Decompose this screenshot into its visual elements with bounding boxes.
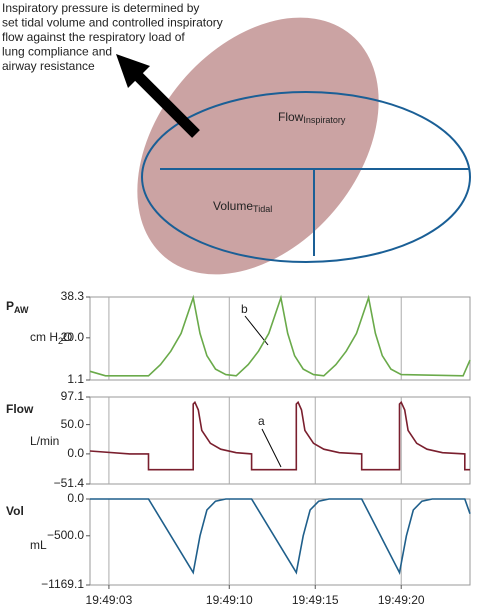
annotation-line: airway resistance bbox=[2, 59, 95, 73]
y-tick-label: 1.1 bbox=[67, 372, 84, 386]
annotation-line: flow against the respiratory load of bbox=[2, 30, 185, 44]
label-main: Flow bbox=[6, 402, 34, 416]
unit-label: L/min bbox=[30, 434, 59, 448]
y-tick-label: −1169.1 bbox=[41, 577, 84, 591]
unit-main: cm H bbox=[30, 330, 58, 344]
label-main: Vol bbox=[6, 504, 24, 518]
annotation-line: lung compliance and bbox=[2, 45, 112, 59]
label-main: Volume bbox=[213, 199, 253, 213]
label-sub: Inspiratory bbox=[303, 115, 346, 125]
unit-sub: 2 bbox=[58, 336, 63, 346]
panel-label: Vol bbox=[6, 504, 24, 518]
x-tick-label: 19:49:15 bbox=[292, 593, 339, 607]
annotation-letter: b bbox=[241, 302, 248, 316]
y-tick-label: −500.0 bbox=[47, 528, 84, 542]
y-tick-label: 0.0 bbox=[67, 446, 84, 460]
x-tick-label: 19:49:03 bbox=[86, 593, 133, 607]
plot-frame bbox=[89, 296, 471, 381]
waveform bbox=[89, 294, 471, 377]
panel-label: Flow bbox=[6, 402, 34, 416]
x-tick-label: 19:49:10 bbox=[206, 593, 253, 607]
label-sub: Tidal bbox=[253, 204, 272, 214]
plot-frame bbox=[89, 498, 471, 586]
annotation-line: Inspiratory pressure is determined by bbox=[2, 1, 199, 15]
unit-after: O bbox=[63, 330, 72, 344]
label-main: P bbox=[6, 299, 14, 313]
annotation-letter: a bbox=[258, 414, 265, 428]
y-tick-label: 20.0 bbox=[61, 330, 85, 344]
y-tick-label: 50.0 bbox=[61, 417, 85, 431]
y-tick-label: 0.0 bbox=[67, 491, 84, 505]
flow-volume-ellipse bbox=[141, 91, 471, 263]
waveform bbox=[89, 400, 470, 471]
flow-label: FlowInspiratory bbox=[278, 110, 346, 125]
arrow-shaft bbox=[131, 69, 200, 138]
annotation: Inspiratory pressure is determined byset… bbox=[2, 1, 223, 73]
y-tick-label: 97.1 bbox=[61, 389, 85, 403]
unit-main: mL bbox=[30, 538, 47, 552]
pressure-ellipse bbox=[137, 17, 379, 275]
label-main: Flow bbox=[278, 110, 304, 124]
panel-label: PAW bbox=[6, 299, 29, 315]
leader-line bbox=[261, 428, 282, 468]
annotation-line: set tidal volume and controlled inspirat… bbox=[2, 16, 223, 30]
unit-label: mL bbox=[30, 538, 47, 552]
unit-main: L/min bbox=[30, 434, 59, 448]
label-sub: AW bbox=[14, 305, 29, 315]
x-tick-label: 19:49:20 bbox=[378, 593, 425, 607]
unit-label: cm H2O bbox=[30, 330, 72, 346]
y-tick-label: −51.4 bbox=[54, 476, 85, 490]
waveform bbox=[90, 498, 471, 576]
y-tick-label: 38.3 bbox=[61, 289, 85, 303]
plot-frame bbox=[89, 396, 471, 485]
volume-label: VolumeTidal bbox=[213, 199, 272, 214]
arrow-head bbox=[116, 54, 150, 88]
